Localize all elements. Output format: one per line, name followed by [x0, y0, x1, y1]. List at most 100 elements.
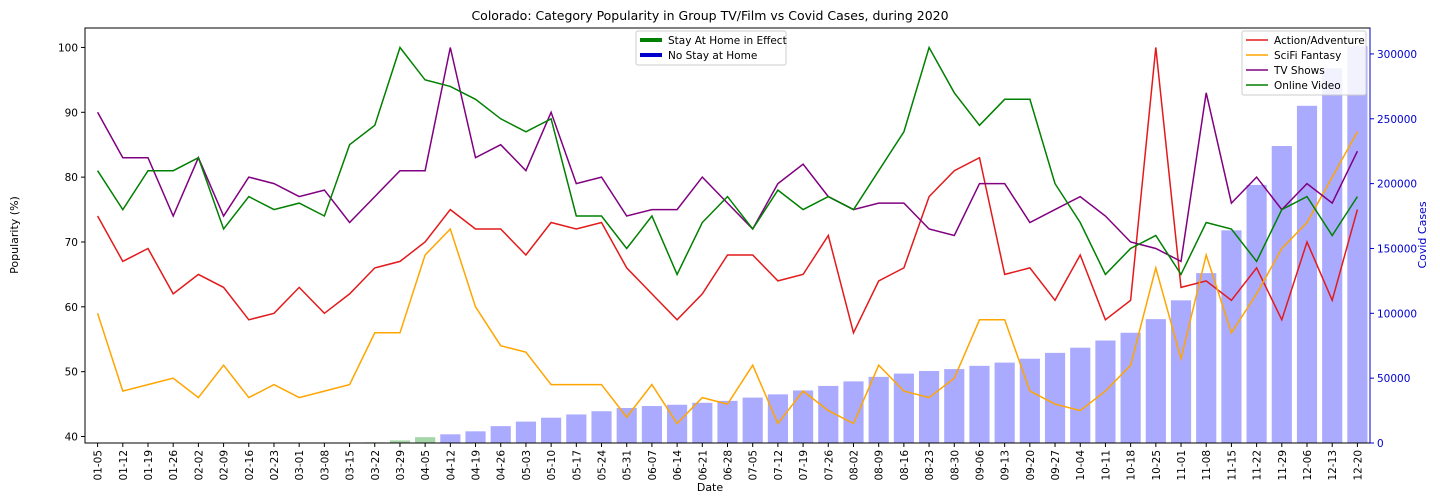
covid-bar: [1246, 184, 1267, 443]
covid-bar: [1296, 105, 1318, 443]
x-tick-label: 08-09: [874, 450, 886, 481]
covid-bar: [1347, 46, 1368, 443]
covid-bar: [994, 362, 1015, 443]
chart-title: Colorado: Category Popularity in Group T…: [471, 8, 948, 23]
x-tick-label: 08-30: [949, 450, 961, 481]
x-tick-label: 06-28: [723, 450, 735, 481]
y2-tick-label: 200000: [1377, 179, 1417, 191]
covid-bar: [1070, 347, 1091, 443]
x-tick-label: 11-01: [1176, 450, 1188, 481]
x-tick-label: 03-01: [294, 450, 306, 481]
x-tick-label: 12-20: [1352, 450, 1364, 481]
x-tick-label: 03-15: [345, 450, 357, 481]
covid-bars: [364, 46, 1368, 443]
x-tick-label: 11-08: [1201, 450, 1213, 481]
y2-axis-label: Covid Cases: [1416, 201, 1429, 268]
x-tick-label: 11-22: [1252, 450, 1264, 481]
x-tick-label: 03-22: [370, 450, 382, 481]
covid-bar: [1145, 319, 1166, 443]
covid-bar: [1044, 352, 1066, 443]
covid-bar: [918, 371, 940, 443]
x-tick-label: 04-12: [445, 450, 457, 481]
x-tick-label: 05-31: [622, 450, 634, 481]
x-tick-label: 10-04: [1075, 450, 1087, 481]
x-tick-label: 05-17: [571, 450, 583, 481]
covid-bar: [793, 390, 814, 443]
covid-bar: [515, 421, 537, 443]
covid-bar: [440, 434, 461, 443]
covid-bar: [818, 385, 839, 443]
x-tick-label: 01-26: [168, 450, 180, 481]
x-tick-label: 01-19: [143, 450, 155, 481]
covid-bar: [944, 369, 965, 443]
x-tick-label: 09-13: [1000, 450, 1012, 481]
x-axis-label: Date: [697, 481, 724, 494]
covid-bar: [389, 440, 411, 443]
covid-bar: [868, 376, 889, 443]
covid-bar: [616, 407, 637, 443]
covid-bar: [465, 431, 486, 443]
y-tick-label: 40: [65, 432, 78, 444]
x-tick-label: 12-06: [1302, 450, 1314, 481]
legend-label: TV Shows: [1273, 65, 1325, 77]
legend-label: Action/Adventure: [1274, 35, 1365, 47]
x-axis: 01-05 01-12 01-19 01-26 02-02 02-09 02-16 02-23…: [93, 443, 1364, 481]
covid-bar: [641, 406, 662, 443]
x-tick-label: 09-06: [975, 450, 987, 481]
legend-label: Online Video: [1274, 80, 1341, 92]
covid-bar: [692, 402, 713, 443]
covid-bar: [1196, 273, 1217, 443]
x-tick-label: 10-25: [1151, 450, 1163, 481]
covid-bar: [1271, 146, 1292, 443]
covid-bar: [1120, 332, 1141, 443]
line-online-video: [96, 45, 1359, 277]
x-tick-label: 01-12: [118, 450, 130, 481]
y-tick-label: 60: [65, 302, 78, 314]
x-tick-label: 11-15: [1226, 450, 1238, 481]
y-tick-label: 80: [65, 172, 78, 184]
x-tick-label: 07-05: [748, 450, 760, 481]
line-action-adventure: [96, 47, 1359, 335]
y-tick-label: 90: [65, 107, 78, 119]
x-tick-label: 02-16: [244, 450, 256, 481]
x-tick-label: 07-26: [823, 450, 835, 481]
y-axis-label: Popularity (%): [8, 196, 21, 274]
covid-bar: [490, 426, 511, 443]
x-tick-label: 08-23: [924, 450, 936, 481]
covid-bar: [1019, 358, 1040, 443]
covid-bar: [767, 394, 788, 443]
y2-tick-label: 50000: [1377, 373, 1410, 385]
y-tick-label: 50: [65, 367, 78, 379]
x-tick-label: 08-02: [849, 450, 861, 481]
y2-tick-label: 150000: [1377, 243, 1417, 255]
x-tick-label: 02-09: [219, 450, 231, 481]
legend-label: SciFi Fantasy: [1274, 50, 1341, 62]
x-tick-label: 05-24: [597, 450, 609, 481]
x-tick-label: 12-13: [1327, 450, 1339, 481]
line-tv-shows: [96, 47, 1359, 263]
y-axis-right: 0 50000 100000 150000 200000 250000 300000: [1369, 28, 1417, 450]
y2-tick-label: 100000: [1377, 308, 1417, 320]
covid-bar: [591, 411, 612, 443]
x-tick-label: 10-18: [1126, 450, 1138, 481]
x-tick-label: 11-29: [1277, 450, 1289, 481]
x-tick-label: 04-19: [471, 450, 483, 481]
x-tick-label: 05-03: [521, 450, 533, 481]
x-tick-label: 04-26: [496, 450, 508, 481]
legend-label: Stay At Home in Effect: [668, 35, 787, 47]
covid-bar: [1322, 68, 1343, 443]
covid-bar: [893, 373, 914, 443]
legend-stay-at-home: Stay At Home in Effect No Stay at Home: [635, 30, 787, 66]
y2-tick-label: 0: [1377, 438, 1384, 450]
x-tick-label: 03-08: [319, 450, 331, 481]
legend-box: [635, 30, 787, 66]
covid-bar: [717, 400, 738, 443]
x-tick-label: 02-02: [193, 450, 205, 481]
y-axis-left: 40 50 60 70 80 90 100: [58, 42, 85, 444]
x-tick-label: 05-10: [546, 450, 558, 481]
y-tick-label: 70: [65, 237, 78, 249]
series-lines: [96, 45, 1359, 425]
covid-bar: [566, 414, 587, 443]
covid-bar: [742, 397, 763, 443]
